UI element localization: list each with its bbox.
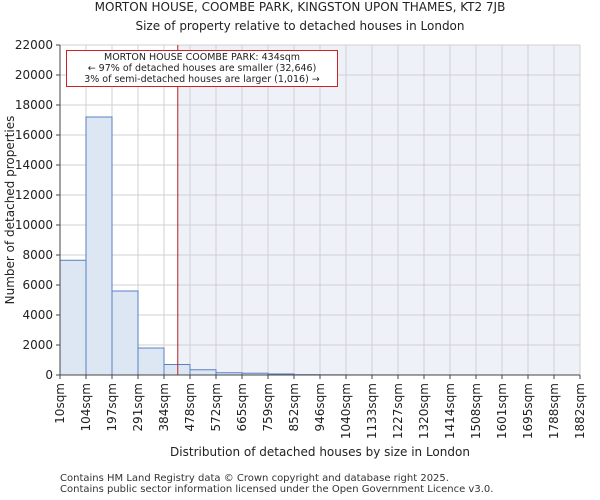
annotation-box: MORTON HOUSE COOMBE PARK: 434sqm ← 97% o…: [66, 50, 338, 87]
x-tick-label: 572sqm: [209, 383, 223, 431]
y-tick-label: 18000: [15, 98, 53, 112]
annotation-line-3: 3% of semi-detached houses are larger (1…: [84, 74, 320, 85]
annotation-line-1: MORTON HOUSE COOMBE PARK: 434sqm: [104, 52, 300, 63]
x-axis-label: Distribution of detached houses by size …: [170, 445, 470, 459]
bar-478sqm: [189, 369, 217, 376]
bar-384sqm: [163, 364, 191, 376]
bar-291sqm: [137, 347, 165, 376]
x-tick-label: 291sqm: [131, 383, 145, 431]
y-axis-label: Number of detached properties: [3, 115, 17, 305]
y-tick-label: 8000: [22, 248, 53, 262]
y-tick-label: 0: [45, 368, 53, 382]
x-tick-label: 10sqm: [53, 383, 67, 424]
y-tick-label: 16000: [15, 128, 53, 142]
x-tick-label: 1882sqm: [573, 383, 587, 439]
chart-subtitle: Size of property relative to detached ho…: [135, 19, 465, 33]
x-tick-label: 1040sqm: [339, 383, 353, 439]
y-tick-label: 22000: [15, 38, 53, 52]
footer-line-1: Contains HM Land Registry data © Crown c…: [60, 473, 449, 484]
x-tick-label: 478sqm: [183, 383, 197, 431]
y-axis-label-wrap: Number of detached properties: [0, 45, 20, 375]
x-tick-label: 1695sqm: [521, 383, 535, 439]
annotation-line-2: ← 97% of detached houses are smaller (32…: [87, 63, 317, 74]
bar-197sqm: [111, 290, 139, 376]
y-tick-label: 4000: [22, 308, 53, 322]
x-tick-label: 1227sqm: [391, 383, 405, 439]
x-tick-label: 1133sqm: [365, 383, 379, 439]
x-tick-label: 1508sqm: [469, 383, 483, 439]
y-tick-label: 10000: [15, 218, 53, 232]
y-tick-label: 14000: [15, 158, 53, 172]
footer-line-2: Contains public sector information licen…: [60, 484, 494, 495]
x-tick-label: 1414sqm: [443, 383, 457, 439]
x-tick-label: 1601sqm: [495, 383, 509, 439]
y-tick-label: 20000: [15, 68, 53, 82]
bar-104sqm: [85, 116, 113, 376]
x-tick-label: 384sqm: [157, 383, 171, 431]
bar-10sqm: [59, 259, 87, 376]
chart-title: MORTON HOUSE, COOMBE PARK, KINGSTON UPON…: [94, 0, 506, 14]
y-tick-label: 2000: [22, 338, 53, 352]
y-tick-label: 12000: [15, 188, 53, 202]
x-tick-label: 852sqm: [287, 383, 301, 431]
x-tick-label: 946sqm: [313, 383, 327, 431]
x-tick-label: 665sqm: [235, 383, 249, 431]
x-tick-label: 759sqm: [261, 383, 275, 431]
x-tick-label: 104sqm: [79, 383, 93, 431]
x-tick-label: 197sqm: [105, 383, 119, 431]
x-tick-label: 1788sqm: [547, 383, 561, 439]
y-tick-label: 6000: [22, 278, 53, 292]
larger-region-shade: [177, 45, 580, 375]
x-tick-label: 1320sqm: [417, 383, 431, 439]
